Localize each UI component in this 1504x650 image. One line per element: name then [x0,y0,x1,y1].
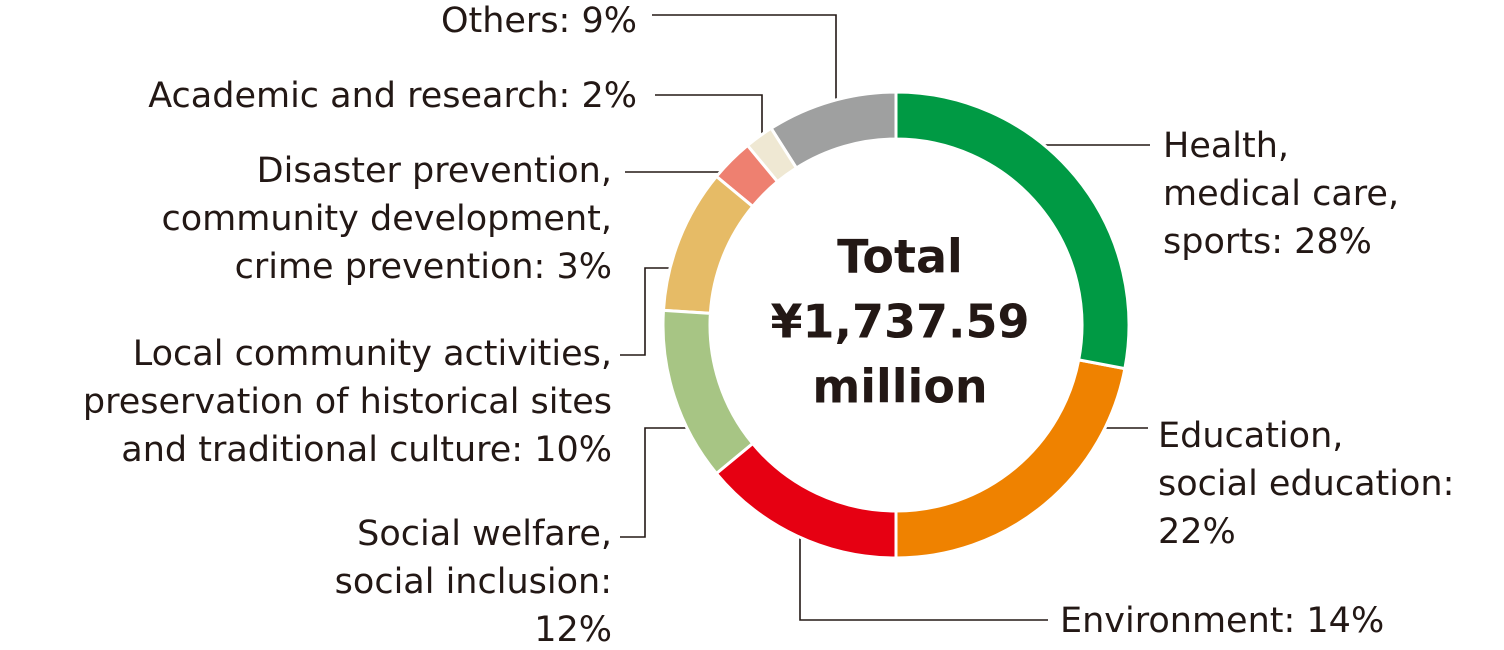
leader-line [620,427,710,538]
value-label: Health, [1163,126,1289,166]
center-text: ¥1,737.59 [771,295,1030,349]
value-label: Environment: 14% [1060,601,1384,641]
value-label: social education: [1158,464,1454,504]
value-label: 22% [1158,512,1236,552]
center-text: Total [837,230,963,284]
donut-segment [745,126,799,184]
value-label: crime prevention: 3% [235,247,612,287]
donut-segment [714,143,780,209]
leader-line [799,520,1048,621]
leader-line [620,267,690,356]
donut-segment [894,358,1127,560]
value-label: sports: 28% [1163,222,1372,262]
value-label: Academic and research: 2% [148,76,637,116]
value-label: preservation of historical sites [83,382,612,422]
donut-segment [894,90,1131,371]
value-label: medical care, [1163,174,1399,214]
donut-segment [714,441,898,560]
value-label: Others: 9% [441,1,637,41]
value-label: 12% [534,610,612,650]
value-label: Disaster prevention, [257,151,612,191]
donut-segment [661,174,755,315]
value-label: and traditional culture: 10% [121,430,612,470]
leader-line [652,14,837,105]
value-label: Social welfare, [357,514,612,554]
center-text: million [812,360,987,414]
donut-segment [661,308,755,476]
value-label: community development, [161,199,612,239]
value-label: social inclusion: [335,562,612,602]
value-label: Education, [1158,416,1343,456]
value-label: Local community activities, [133,334,612,374]
leader-line [655,94,763,140]
